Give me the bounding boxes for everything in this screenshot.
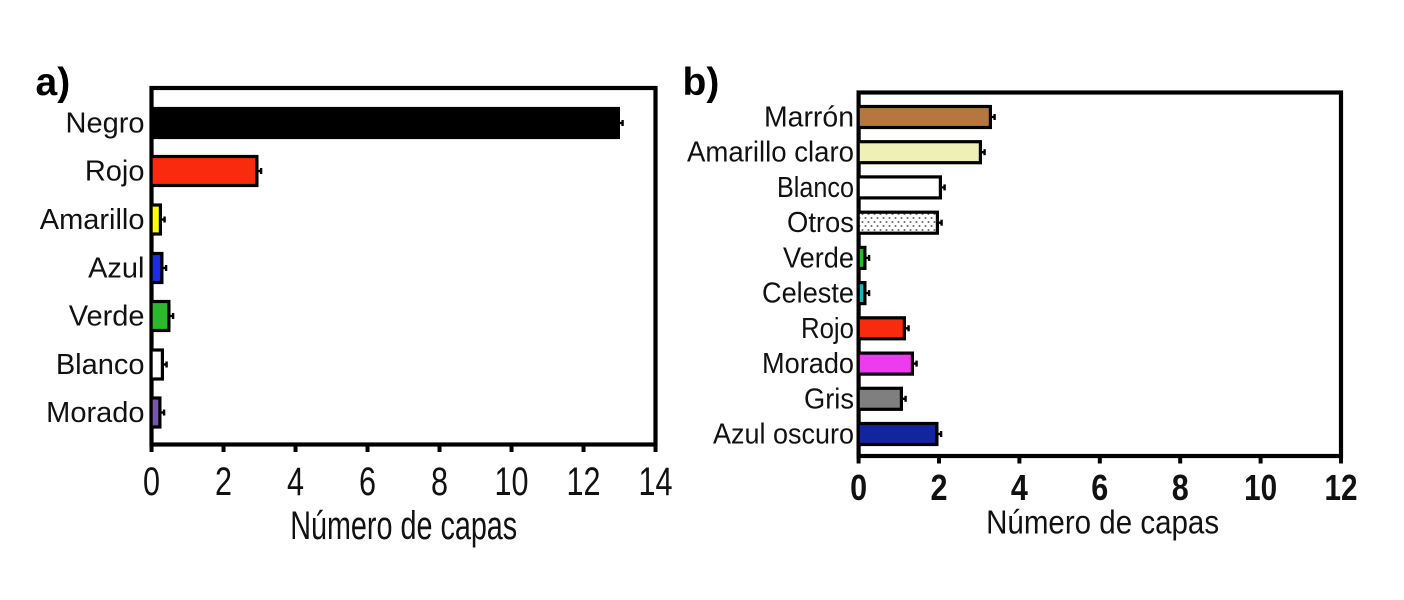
svg-text:Rojo: Rojo [801, 313, 854, 345]
svg-text:6: 6 [1091, 467, 1108, 508]
svg-text:Azul oscuro: Azul oscuro [713, 419, 854, 451]
svg-text:Gris: Gris [804, 383, 854, 415]
svg-text:Azul: Azul [88, 253, 144, 285]
svg-text:10: 10 [495, 460, 529, 504]
svg-text:8: 8 [431, 460, 448, 504]
svg-text:12: 12 [1325, 467, 1358, 508]
svg-text:Negro: Negro [66, 108, 145, 140]
svg-text:14: 14 [639, 460, 673, 504]
svg-text:b): b) [683, 61, 720, 104]
svg-text:4: 4 [1011, 467, 1029, 508]
svg-text:Marrón: Marrón [764, 102, 854, 134]
svg-text:8: 8 [1172, 467, 1189, 508]
svg-text:2: 2 [931, 467, 948, 508]
svg-text:Morado: Morado [762, 348, 854, 380]
svg-text:Amarillo claro: Amarillo claro [687, 137, 854, 169]
svg-text:Morado: Morado [46, 397, 144, 429]
svg-text:0: 0 [850, 467, 867, 508]
svg-text:Rojo: Rojo [85, 156, 145, 188]
svg-text:Verde: Verde [783, 242, 854, 274]
svg-text:Número de capas: Número de capas [290, 504, 517, 548]
svg-text:10: 10 [1244, 467, 1277, 508]
svg-text:Blanco: Blanco [777, 172, 854, 204]
svg-text:6: 6 [359, 460, 376, 504]
svg-text:0: 0 [143, 460, 160, 504]
svg-text:Otros: Otros [787, 207, 854, 239]
svg-text:a): a) [36, 61, 71, 104]
svg-text:4: 4 [287, 460, 304, 504]
svg-text:Amarillo: Amarillo [40, 204, 145, 236]
svg-text:12: 12 [567, 460, 601, 504]
svg-text:Blanco: Blanco [56, 349, 145, 381]
svg-text:2: 2 [215, 460, 232, 504]
svg-text:Celeste: Celeste [762, 278, 854, 310]
svg-text:Número de capas: Número de capas [986, 505, 1219, 542]
svg-text:Verde: Verde [69, 301, 145, 333]
